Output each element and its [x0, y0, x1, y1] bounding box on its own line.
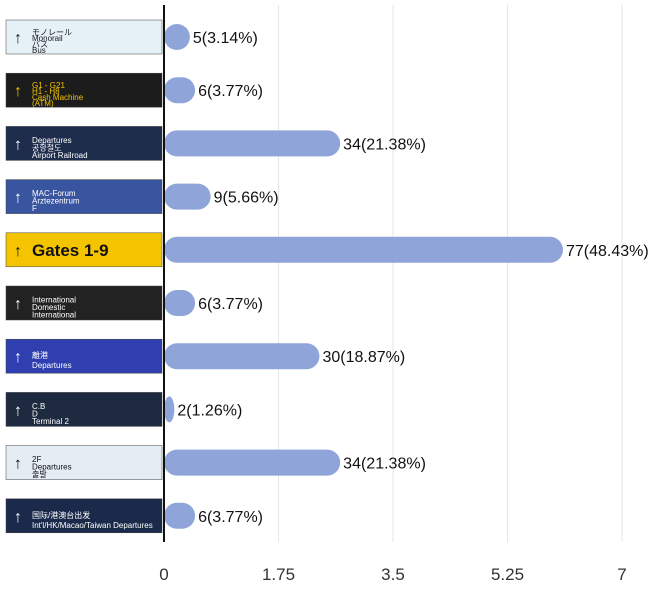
bar [164, 290, 196, 316]
arrow-icon: ↑ [14, 402, 22, 419]
data-label: 2(1.26%) [177, 402, 242, 419]
sign-text-line: 国际/港澳台出发 [32, 510, 90, 520]
bar [164, 449, 341, 476]
bar [164, 343, 320, 370]
data-label: 30(18.87%) [322, 349, 405, 366]
sign-background [5, 392, 163, 427]
sign-text-line: 離港 [32, 350, 48, 360]
arrow-icon: ↑ [14, 349, 22, 366]
sign-text-line: 2F [32, 455, 41, 464]
data-label: 9(5.66%) [214, 190, 279, 207]
arrow-icon: ↑ [14, 30, 22, 47]
sign-text-line: Gates 1-9 [32, 241, 109, 260]
sign-text-line: F [32, 204, 37, 213]
category-sign: ↑ Gates 1-9 [5, 232, 163, 268]
arrow-icon: ↑ [14, 243, 22, 260]
data-labels: 5(3.14%) 6(3.77%) 34(21.38%) 9(5.66%) 77(48.… [177, 30, 648, 526]
sign-text-line: 출발 [32, 469, 47, 479]
sign-text-line: Int'l/HK/Macao/Taiwan Departures [32, 521, 153, 530]
sign-background [5, 179, 163, 214]
sign-text-line: G1 - G21 [32, 81, 65, 90]
sign-text-line: Monorail [32, 34, 63, 43]
sign-text-line: Cash Machine [32, 93, 84, 102]
data-label: 34(21.38%) [343, 456, 426, 473]
x-tick-label: 3.5 [381, 565, 405, 584]
bar [164, 236, 563, 263]
bar [164, 183, 211, 210]
x-tick-label: 5.25 [491, 565, 524, 584]
bars [164, 24, 563, 529]
bar [164, 24, 190, 50]
x-tick-label: 7 [617, 565, 626, 584]
sign-text-line: D [32, 409, 38, 418]
sign-text-line: モノレール [32, 28, 72, 37]
arrow-icon: ↑ [14, 296, 22, 313]
sign-text-line: Departures [32, 463, 72, 472]
sign-background [5, 285, 163, 321]
sign-text-line: Terminal 2 [32, 417, 69, 426]
sign-background [5, 338, 163, 374]
sign-text-line: Ärztezentrum [32, 197, 80, 206]
sign-text-line: C.B [32, 402, 45, 411]
x-tick-label: 0 [159, 565, 168, 584]
sign-text-line: Departures [32, 136, 72, 145]
sign-text-line: (ATM) [32, 99, 54, 108]
bar [164, 77, 196, 104]
sign-text-line: 공항철도 [32, 142, 61, 152]
x-axis-tick-labels: 0 1.75 3.5 5.25 7 [159, 565, 626, 584]
sign-text-line: Airport Railroad [32, 151, 88, 160]
sign-text-line: バス [32, 40, 48, 49]
arrow-icon: ↑ [14, 456, 22, 473]
bar [164, 130, 341, 157]
sign-text-line: International [32, 311, 76, 320]
sign-text-line: International [32, 296, 76, 305]
bar [164, 502, 196, 529]
arrow-icon: ↑ [14, 83, 22, 100]
data-label: 5(3.14%) [193, 30, 258, 47]
arrow-icon: ↑ [14, 190, 22, 207]
x-tick-label: 1.75 [262, 565, 295, 584]
sign-text-line: H1 - H8 [32, 87, 60, 96]
data-label: 6(3.77%) [198, 296, 263, 313]
sign-text-line: Bus [32, 46, 46, 55]
data-label: 77(48.43%) [566, 243, 649, 260]
sign-text-line: Domestic [32, 303, 65, 312]
sign-background [5, 445, 163, 480]
sign-text-line: MAC-Forum [32, 189, 76, 198]
arrow-icon: ↑ [14, 509, 22, 526]
sign-text-line: Departures [32, 361, 72, 370]
sign-background [5, 126, 163, 161]
sign-background [5, 498, 163, 534]
sign-background [5, 19, 163, 55]
sign-background [5, 232, 163, 268]
data-label: 6(3.77%) [198, 509, 263, 526]
data-label: 6(3.77%) [198, 83, 263, 100]
arrow-icon: ↑ [14, 136, 22, 153]
data-label: 34(21.38%) [343, 136, 426, 153]
sign-background [5, 72, 163, 108]
bar [164, 396, 175, 423]
